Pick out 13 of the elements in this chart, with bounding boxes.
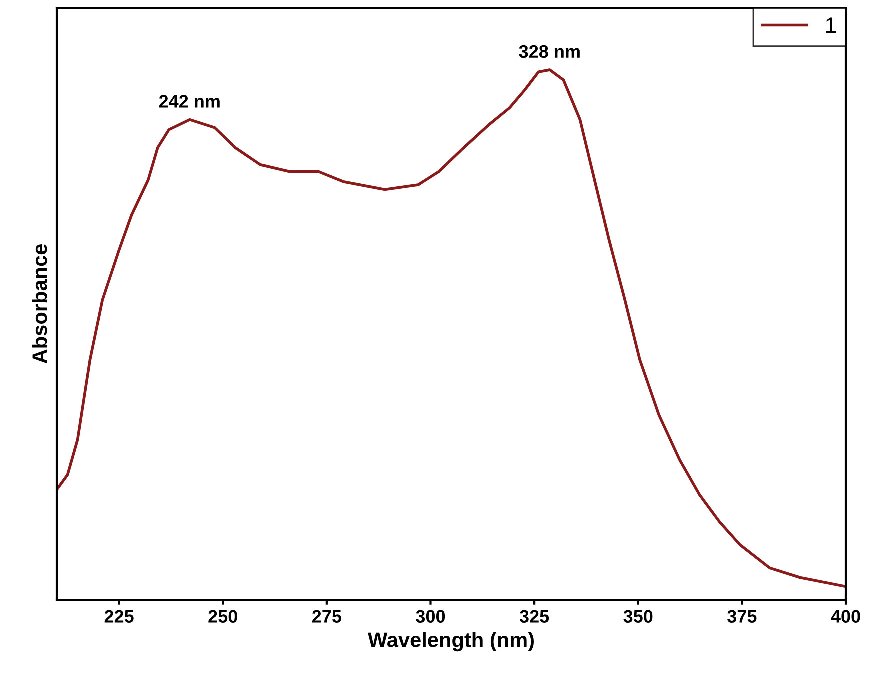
x-tick-label: 400 xyxy=(831,610,860,623)
x-tick-label: 275 xyxy=(312,610,342,623)
y-axis-title: Absorbance xyxy=(32,244,48,364)
x-tick-label: 250 xyxy=(208,610,238,623)
annotation: 242 nm xyxy=(159,95,220,108)
legend-label: 1 xyxy=(826,18,836,33)
x-axis-title: Wavelength (nm) xyxy=(368,632,534,652)
annotation: 328 nm xyxy=(519,45,580,58)
x-tick-label: 325 xyxy=(520,610,550,624)
x-tick-label: 375 xyxy=(728,610,757,624)
x-tick-label: 300 xyxy=(416,610,446,624)
x-tick-label: 225 xyxy=(104,610,134,623)
x-tick-label: 350 xyxy=(624,610,653,624)
